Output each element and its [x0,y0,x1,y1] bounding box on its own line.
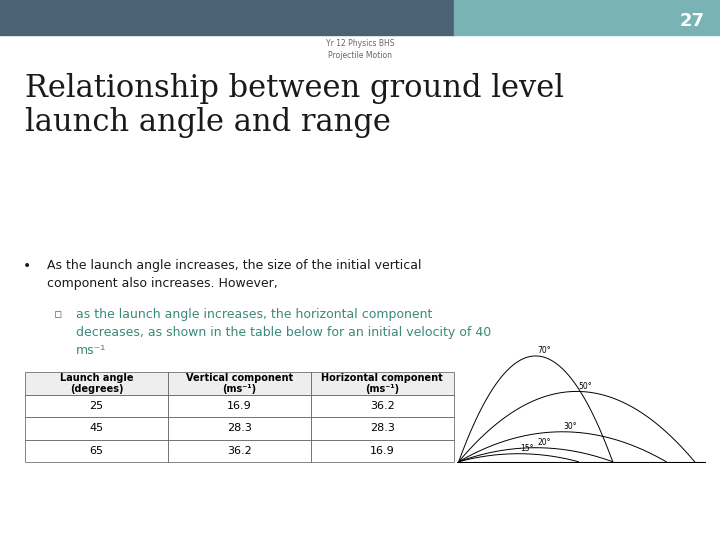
Text: 70°: 70° [537,346,551,355]
Text: 50°: 50° [578,382,592,391]
Bar [0,0,454,35]
Text: 20°: 20° [537,438,551,447]
Text: 15°: 15° [520,444,534,453]
Text: 27: 27 [679,12,704,30]
Bar [454,0,720,35]
Text: •: • [23,259,31,273]
Text: ▫: ▫ [54,308,63,321]
Text: 30°: 30° [564,422,577,431]
Text: As the launch angle increases, the size of the initial vertical
component also i: As the launch angle increases, the size … [47,259,421,290]
Text: as the launch angle increases, the horizontal component
decreases, as shown in t: as the launch angle increases, the horiz… [76,308,491,357]
Text: Yr 12 Physics BHS
Projectile Motion: Yr 12 Physics BHS Projectile Motion [325,39,395,59]
Text: Relationship between ground level
launch angle and range: Relationship between ground level launch… [25,73,564,138]
